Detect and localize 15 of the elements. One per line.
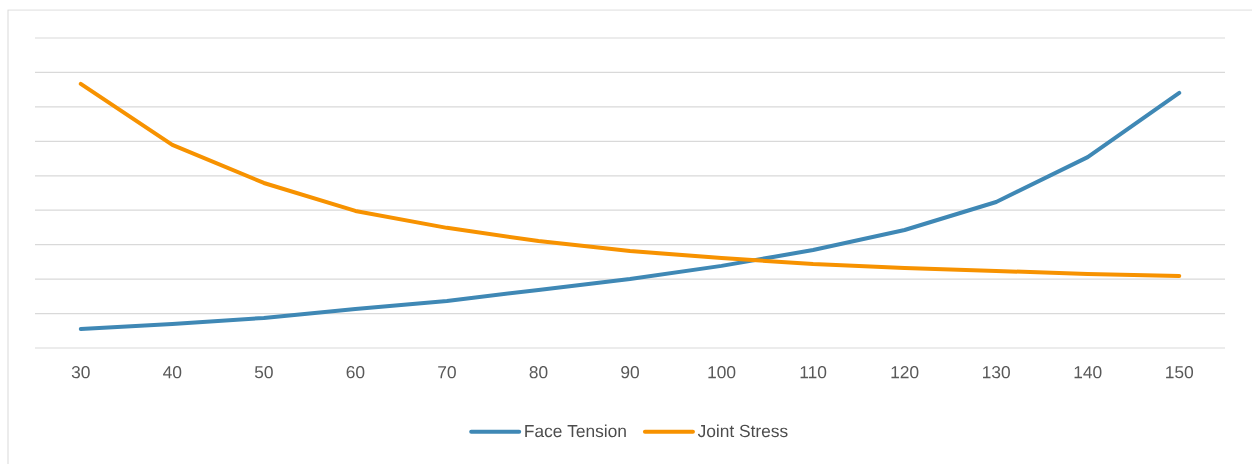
x-tick-label: 120 xyxy=(891,366,919,379)
x-tick-label: 70 xyxy=(438,366,456,379)
x-tick-label: 100 xyxy=(708,366,736,379)
x-tick-label: 40 xyxy=(163,366,182,379)
x-tick-label: 90 xyxy=(621,366,639,379)
x-tick-label: 30 xyxy=(71,366,90,379)
x-tick-label: 130 xyxy=(983,366,1010,379)
x-tick-label: 140 xyxy=(1074,366,1102,379)
x-tick-label: 60 xyxy=(346,366,365,379)
legend-label: Face Tension xyxy=(525,424,626,438)
x-tick-label: 150 xyxy=(1166,366,1194,379)
x-tick-label: 110 xyxy=(800,366,827,379)
x-tick-label: 50 xyxy=(254,366,273,379)
x-tick-label: 80 xyxy=(529,366,548,379)
legend-label: Joint Stress xyxy=(697,424,788,438)
